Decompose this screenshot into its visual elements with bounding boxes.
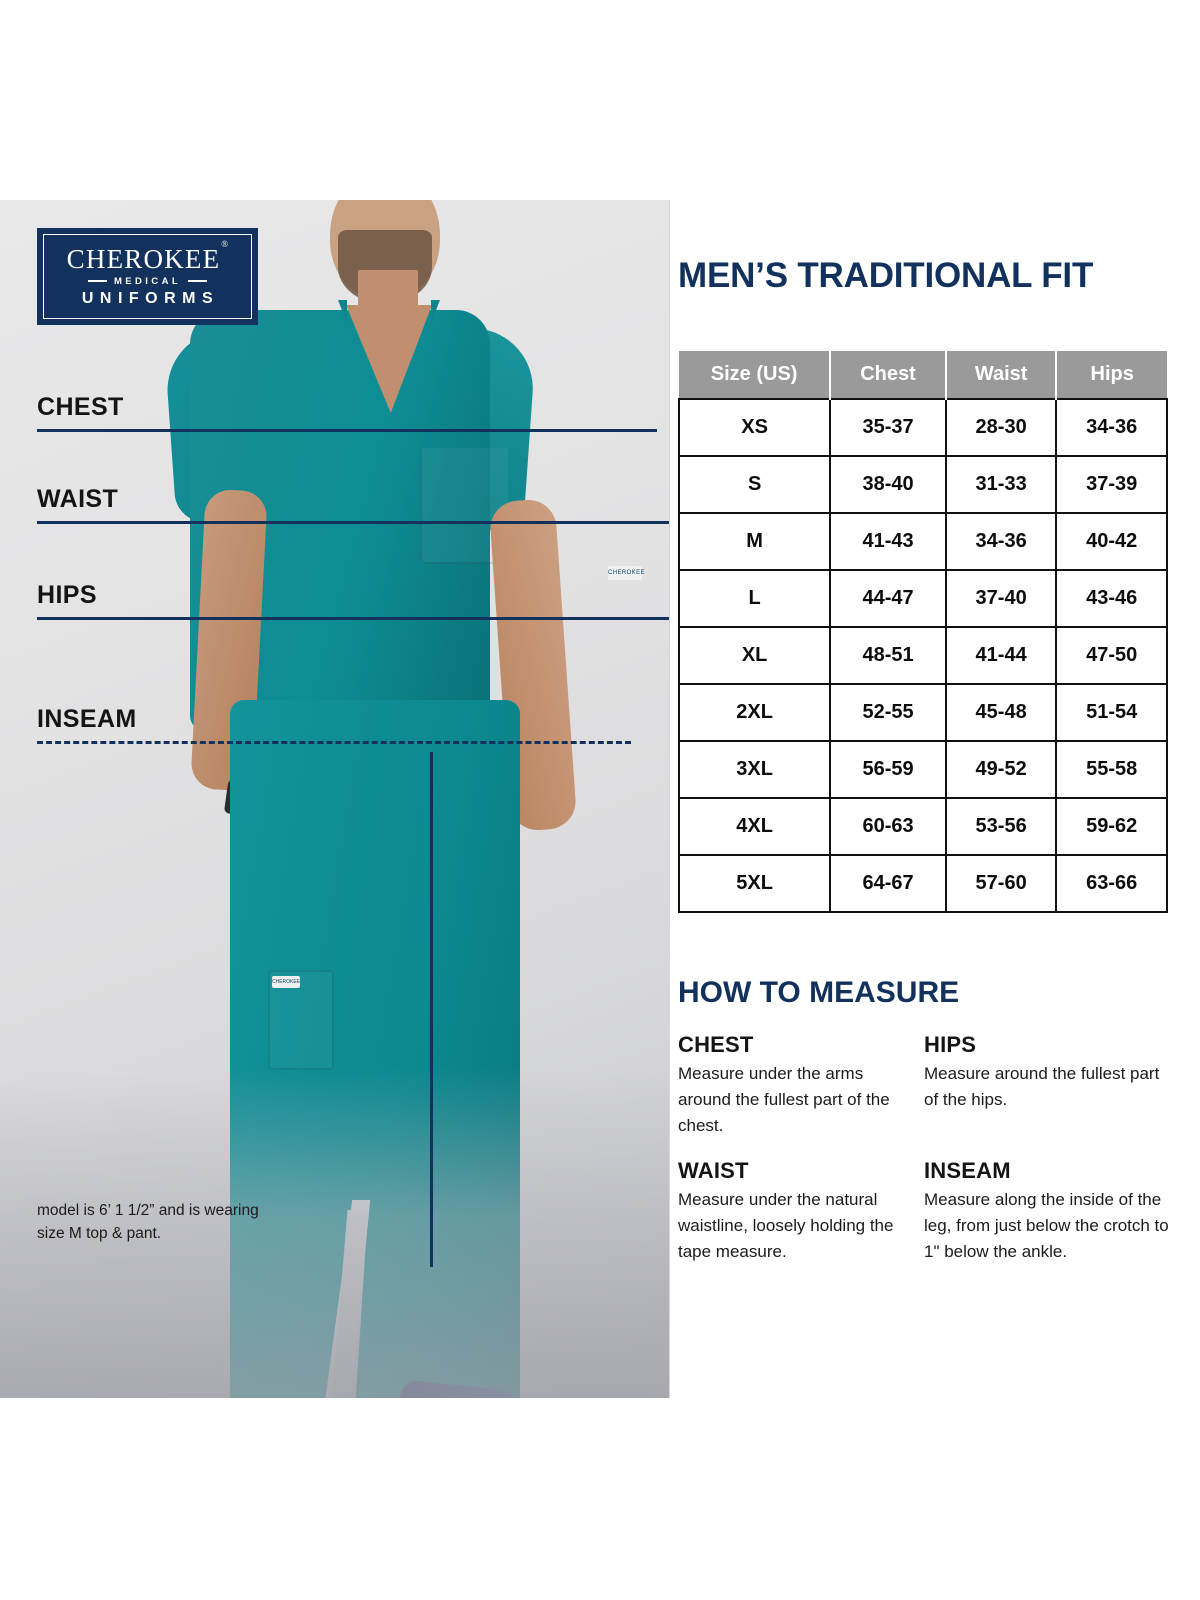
cell-chest: 44-47 [829, 569, 947, 628]
photo-floor-shadow [0, 1068, 670, 1398]
cell-waist: 37-40 [944, 569, 1058, 628]
cell-waist: 57-60 [944, 854, 1058, 913]
cell-chest: 41-43 [829, 512, 947, 571]
cell-waist: 31-33 [944, 455, 1058, 514]
cell-chest: 52-55 [829, 683, 947, 742]
cell-hips: 40-42 [1055, 512, 1168, 571]
table-row: M 41-43 34-36 40-42 [677, 512, 1168, 571]
measure-label-hips: HIPS [924, 1032, 977, 1057]
cell-size: 4XL [677, 797, 832, 856]
callout-waist: WAIST [37, 487, 737, 524]
column-header-hips: Hips [1056, 351, 1167, 399]
cell-hips: 55-58 [1055, 740, 1168, 799]
table-row: XL 48-51 41-44 47-50 [677, 626, 1168, 685]
measure-item-chest: CHEST Measure under the arms around the … [678, 1032, 918, 1138]
how-to-measure-grid: CHEST Measure under the arms around the … [678, 1032, 1178, 1265]
callout-line-waist-icon [37, 521, 737, 524]
brand-label-pants: CHEROKEE [272, 976, 300, 988]
logo-brand-name: CHEROKEE [66, 243, 221, 274]
cell-hips: 43-46 [1055, 569, 1168, 628]
callout-line-inseam-vertical-icon [430, 752, 433, 1267]
size-chart-table: Size (US) Chest Waist Hips XS 35-37 28-30 3… [677, 351, 1168, 913]
cell-waist: 53-56 [944, 797, 1058, 856]
cell-chest: 38-40 [829, 455, 947, 514]
cherokee-logo: CHEROKEE® MEDICAL UNIFORMS [37, 228, 258, 325]
cell-waist: 34-36 [944, 512, 1058, 571]
cherokee-logo-frame: CHEROKEE® MEDICAL UNIFORMS [43, 234, 252, 319]
measure-label-chest: CHEST [678, 1032, 754, 1057]
cell-size: 2XL [677, 683, 832, 742]
measure-text-chest: Measure under the arms around the fulles… [678, 1064, 890, 1135]
column-header-waist: Waist [945, 351, 1058, 399]
cell-hips: 63-66 [1055, 854, 1168, 913]
cell-size: 5XL [677, 854, 832, 913]
table-row: L 44-47 37-40 43-46 [677, 569, 1168, 628]
measure-label-waist: WAIST [678, 1158, 749, 1184]
brand-label-top: CHEROKEE [608, 566, 644, 580]
table-row: 5XL 64-67 57-60 63-66 [677, 854, 1168, 913]
table-body: XS 35-37 28-30 34-36 S 38-40 31-33 37-39 M 41-4… [677, 398, 1168, 913]
cell-size: S [677, 455, 832, 514]
logo-wordmark: CHEROKEE® [66, 239, 229, 274]
cell-chest: 56-59 [829, 740, 947, 799]
cell-size: XS [677, 398, 832, 457]
cell-size: M [677, 512, 832, 571]
callout-label-chest: CHEST [37, 393, 124, 421]
column-header-chest: Chest [830, 351, 947, 399]
callout-inseam: INSEAM [37, 707, 631, 744]
page-title: MEN’S TRADITIONAL FIT [678, 256, 1094, 295]
cell-chest: 35-37 [829, 398, 947, 457]
logo-medical-row: MEDICAL [87, 275, 208, 287]
cell-waist: 28-30 [944, 398, 1058, 457]
how-to-measure-title: HOW TO MEASURE [678, 976, 960, 1009]
registered-trademark-icon: ® [221, 238, 230, 249]
cell-chest: 48-51 [829, 626, 947, 685]
cell-chest: 60-63 [829, 797, 947, 856]
cell-waist: 45-48 [944, 683, 1058, 742]
measure-text-hips: Measure around the fullest part of the h… [924, 1064, 1160, 1109]
callout-line-hips-icon [37, 617, 737, 620]
model-note: model is 6’ 1 1/2” and is wearing size M… [37, 1202, 259, 1242]
measure-item-inseam: INSEAM Measure along the inside of the l… [924, 1158, 1174, 1264]
logo-rule-right-icon [188, 280, 208, 282]
cell-size: 3XL [677, 740, 832, 799]
table-row: XS 35-37 28-30 34-36 [677, 398, 1168, 457]
model-photo: CHEROKEE CHEROKEE [0, 200, 670, 1398]
callout-line-chest-icon [37, 429, 657, 432]
callout-label-waist: WAIST [37, 485, 119, 513]
cell-waist: 49-52 [944, 740, 1058, 799]
cell-waist: 41-44 [944, 626, 1058, 685]
callout-chest: CHEST [37, 395, 657, 432]
measure-label-inseam: INSEAM [924, 1158, 1011, 1184]
measure-text-waist: Measure under the natural waistline, loo… [678, 1190, 894, 1262]
measure-text-inseam: Measure along the inside of the leg, fro… [924, 1190, 1169, 1262]
logo-medical-text: MEDICAL [113, 275, 182, 287]
callout-line-inseam-dashed-icon [37, 741, 631, 744]
cell-size: XL [677, 626, 832, 685]
table-row: 2XL 52-55 45-48 51-54 [677, 683, 1168, 742]
callout-label-inseam: INSEAM [37, 705, 137, 733]
column-header-size: Size (US) [679, 351, 832, 399]
cell-hips: 59-62 [1055, 797, 1168, 856]
cell-hips: 47-50 [1055, 626, 1168, 685]
measure-item-waist: WAIST Measure under the natural waistlin… [678, 1158, 918, 1264]
table-row: S 38-40 31-33 37-39 [677, 455, 1168, 514]
table-header-row: Size (US) Chest Waist Hips [679, 351, 1167, 399]
cell-chest: 64-67 [829, 854, 947, 913]
cell-hips: 37-39 [1055, 455, 1168, 514]
measure-item-hips: HIPS Measure around the fullest part of … [924, 1032, 1174, 1138]
callout-label-hips: HIPS [37, 581, 97, 609]
cell-hips: 51-54 [1055, 683, 1168, 742]
cell-hips: 34-36 [1055, 398, 1168, 457]
cell-size: L [677, 569, 832, 628]
logo-rule-left-icon [87, 280, 107, 282]
logo-uniforms-text: UNIFORMS [81, 289, 220, 307]
table-row: 3XL 56-59 49-52 55-58 [677, 740, 1168, 799]
callout-hips: HIPS [37, 583, 737, 620]
table-row: 4XL 60-63 53-56 59-62 [677, 797, 1168, 856]
